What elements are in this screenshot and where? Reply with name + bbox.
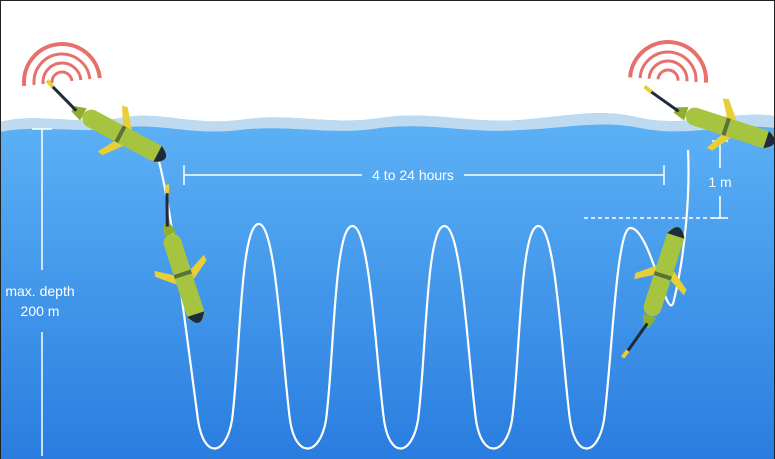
glider-dive-path (156, 149, 690, 450)
max-depth-label-line1: max. depth (5, 283, 74, 299)
duration-dimension (183, 165, 665, 185)
duration-label: 4 to 24 hours (372, 167, 454, 183)
frame-top-rule (0, 0, 775, 1)
ocean (0, 113, 775, 459)
wave-surface (0, 113, 775, 132)
surface-offset-label: 1 m (708, 174, 731, 190)
frame-left-rule (0, 0, 1, 459)
max-depth-label-line2: 200 m (21, 303, 60, 319)
max-depth-dimension (32, 128, 52, 456)
